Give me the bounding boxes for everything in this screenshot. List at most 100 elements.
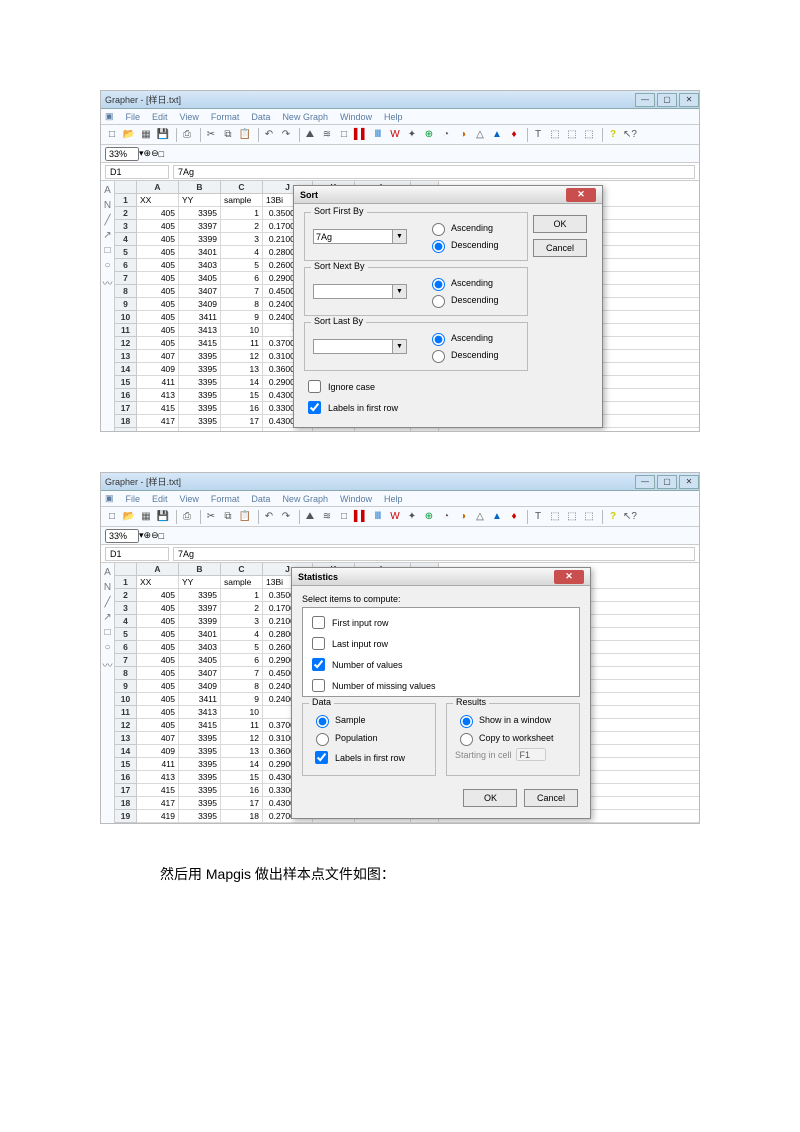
open-icon[interactable]: 📂 [122,510,136,524]
min-button[interactable]: — [635,93,655,107]
sort-first-asc[interactable] [432,223,445,236]
copy-icon[interactable]: ⧉ [221,128,235,142]
stats-item-check[interactable] [312,616,325,629]
open-icon[interactable]: 📂 [122,128,136,142]
menu-view[interactable]: View [180,112,199,122]
tool1-icon[interactable]: T [531,510,545,524]
redo-icon[interactable]: ↷ [279,128,293,142]
tool-circ-icon[interactable]: ○ [104,260,110,271]
chart1-icon[interactable]: ⛰ [303,128,317,142]
zoom-input[interactable] [105,147,139,161]
menu-format[interactable]: Format [211,112,240,122]
sort-last-asc[interactable] [432,333,445,346]
chart12-icon[interactable]: ▲ [490,128,504,142]
chart13-icon[interactable]: ♦ [507,128,521,142]
paste-icon[interactable]: 📋 [238,128,252,142]
zoomout-icon[interactable]: ⊖ [151,530,159,541]
sort-ignore-check[interactable] [308,380,321,393]
chart7-icon[interactable]: ✦ [405,510,419,524]
menu-edit[interactable]: Edit [152,112,168,122]
sort-next-combo[interactable]: ▼ [313,284,407,299]
menu-newgraph[interactable]: New Graph [282,494,328,504]
menu-edit[interactable]: Edit [152,494,168,504]
save-icon[interactable]: 💾 [156,510,170,524]
tool-curve-icon[interactable]: 〰 [103,657,113,672]
chart5-icon[interactable]: Ⅲ [371,510,385,524]
tool3-icon[interactable]: ⬚ [565,510,579,524]
zoomfit-icon[interactable]: □ [159,149,164,159]
sort-first-desc[interactable] [432,240,445,253]
min-button[interactable]: — [635,475,655,489]
tool-curve-icon[interactable]: 〰 [103,275,113,290]
tool-line-icon[interactable]: ╱ [104,215,110,226]
tool-rect-icon[interactable]: □ [104,245,110,256]
tool2-icon[interactable]: ⬚ [548,128,562,142]
max-button[interactable]: ▢ [657,475,677,489]
undo-icon[interactable]: ↶ [262,510,276,524]
chart7-icon[interactable]: ✦ [405,128,419,142]
chart1-icon[interactable]: ⛰ [303,510,317,524]
tool-a-icon[interactable]: A [104,185,111,196]
menu-file[interactable]: File [126,112,141,122]
menu-data[interactable]: Data [251,112,270,122]
chart10-icon[interactable]: ◑ [456,128,470,142]
tool-circ-icon[interactable]: ○ [104,642,110,653]
chart8-icon[interactable]: ⊕ [422,510,436,524]
new-icon[interactable]: □ [105,128,119,142]
tool-arrow-icon[interactable]: ↗ [103,612,111,623]
whatsthis-icon[interactable]: ↖? [623,128,637,142]
chart10-icon[interactable]: ◑ [456,510,470,524]
chart2-icon[interactable]: ≋ [320,510,334,524]
stats-close-icon[interactable]: ✕ [554,570,584,584]
cut-icon[interactable]: ✂ [204,128,218,142]
sort-first-combo[interactable]: ▼ [313,229,407,244]
menu-data[interactable]: Data [251,494,270,504]
stats-cancel-button[interactable]: Cancel [524,789,578,807]
chart11-icon[interactable]: △ [473,128,487,142]
chart9-icon[interactable]: ◔ [439,510,453,524]
sort-next-asc[interactable] [432,278,445,291]
cell-ref[interactable]: D1 [105,165,169,179]
menu-format[interactable]: Format [211,494,240,504]
tool-n-icon[interactable]: N [104,582,111,593]
chart9-icon[interactable]: ◔ [439,128,453,142]
new-icon[interactable]: □ [105,510,119,524]
stats-copyws-radio[interactable] [460,733,473,746]
sort-ok-button[interactable]: OK [533,215,587,233]
close-button[interactable]: ✕ [679,475,699,489]
stats-item-check[interactable] [312,658,325,671]
zoomin-icon[interactable]: ⊕ [144,530,152,541]
close-button[interactable]: ✕ [679,93,699,107]
whatsthis-icon[interactable]: ↖? [623,510,637,524]
cell-value[interactable]: 7Ag [173,165,695,179]
chart4-icon[interactable]: ▌▌ [354,128,368,142]
max-button[interactable]: ▢ [657,93,677,107]
menu-help[interactable]: Help [384,494,403,504]
menu-view[interactable]: View [180,494,199,504]
help-icon[interactable]: ? [606,128,620,142]
chart3-icon[interactable]: □ [337,128,351,142]
redo-icon[interactable]: ↷ [279,510,293,524]
grid-icon[interactable]: ▦ [139,128,153,142]
tool4-icon[interactable]: ⬚ [582,128,596,142]
menu-help[interactable]: Help [384,112,403,122]
stats-item-check[interactable] [312,637,325,650]
stats-list[interactable]: First input rowLast input rowNumber of v… [302,607,580,697]
menu-window[interactable]: Window [340,112,372,122]
chart6-icon[interactable]: W [388,128,402,142]
undo-icon[interactable]: ↶ [262,128,276,142]
cut-icon[interactable]: ✂ [204,510,218,524]
zoomout-icon[interactable]: ⊖ [151,148,159,159]
tool-arrow-icon[interactable]: ↗ [103,230,111,241]
chart11-icon[interactable]: △ [473,510,487,524]
menu-newgraph[interactable]: New Graph [282,112,328,122]
chart3-icon[interactable]: □ [337,510,351,524]
menu-file[interactable]: File [126,494,141,504]
tool-n-icon[interactable]: N [104,200,111,211]
zoom-input[interactable] [105,529,139,543]
chart13-icon[interactable]: ♦ [507,510,521,524]
stats-showwin-radio[interactable] [460,715,473,728]
zoomin-icon[interactable]: ⊕ [144,148,152,159]
help-icon[interactable]: ? [606,510,620,524]
sort-last-desc[interactable] [432,350,445,363]
